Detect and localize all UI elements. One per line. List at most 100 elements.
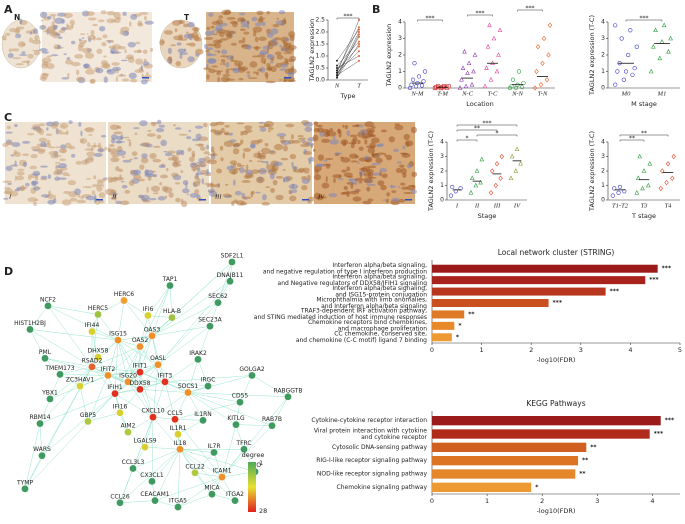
- panel-label: C: [4, 111, 12, 124]
- cell: [251, 16, 258, 22]
- image-label: III: [214, 193, 222, 200]
- cell: [34, 34, 39, 41]
- data-point: [510, 77, 516, 82]
- scale-bar: [199, 199, 206, 201]
- cell: [41, 25, 45, 30]
- cell: [227, 194, 232, 197]
- cell: [402, 172, 407, 178]
- network-edge: [174, 401, 241, 420]
- data-point: [661, 22, 667, 28]
- cell: [144, 20, 154, 25]
- cell: [37, 149, 45, 155]
- cell: [113, 11, 121, 19]
- cell: [272, 23, 280, 28]
- cell: [57, 44, 61, 49]
- y-axis-label: TAGLN2 expression (T-C): [427, 131, 435, 212]
- data-point: [435, 84, 441, 89]
- cell: [312, 148, 316, 152]
- bar-category-label: and ISG15-protein conjugation: [335, 291, 427, 298]
- cell: [276, 17, 279, 20]
- cell: [149, 197, 157, 201]
- cell: [144, 173, 155, 178]
- cell: [21, 153, 30, 157]
- cell: [340, 157, 351, 163]
- cell: [223, 140, 234, 147]
- network-node-label: YBX1: [41, 389, 58, 396]
- bar-annotation: **: [590, 444, 597, 451]
- cell: [401, 186, 409, 190]
- cell: [224, 9, 232, 15]
- cell: [129, 78, 138, 83]
- cell: [183, 33, 193, 39]
- cell: [20, 188, 24, 192]
- cell: [222, 62, 226, 66]
- cell: [236, 200, 246, 206]
- cell: [118, 125, 122, 130]
- network-edge: [117, 300, 125, 341]
- bar: [432, 416, 661, 426]
- data-point: [513, 85, 519, 91]
- image-label: IV: [317, 193, 325, 200]
- network-node-label: WARS: [33, 446, 51, 453]
- data-point: [487, 22, 492, 28]
- cell: [206, 144, 210, 150]
- cell: [187, 147, 192, 152]
- network-edge: [217, 281, 231, 303]
- cell: [119, 200, 130, 206]
- network-edge: [132, 449, 181, 469]
- cell: [84, 52, 95, 59]
- cell: [128, 72, 137, 79]
- bar-annotation: ***: [662, 265, 672, 272]
- cell: [301, 176, 308, 180]
- cell: [97, 142, 102, 150]
- cell: [135, 58, 144, 65]
- cell: [152, 158, 162, 163]
- x-axis-label: -log10(FDR): [537, 507, 576, 515]
- data-point: [664, 179, 669, 186]
- network-node: [151, 496, 159, 505]
- cell: [60, 144, 67, 150]
- cell: [320, 138, 331, 143]
- cell: [103, 76, 108, 83]
- cell: [333, 178, 336, 184]
- data-point: [488, 76, 494, 82]
- y-tick-label: 0: [398, 85, 402, 92]
- cell: [312, 134, 319, 142]
- cell: [33, 50, 41, 56]
- network-edge: [114, 346, 141, 394]
- cell: [117, 74, 127, 77]
- cell: [249, 61, 258, 68]
- cell: [206, 73, 210, 80]
- cell: [29, 37, 34, 43]
- significance-bracket: [476, 134, 518, 137]
- cell: [80, 196, 85, 199]
- cell: [194, 37, 202, 42]
- cell: [135, 41, 141, 45]
- bar-category-label: and STING mediated induction of host imm…: [254, 314, 427, 321]
- network-node-label: HERC5: [88, 305, 108, 312]
- cell: [5, 131, 13, 134]
- cell: [200, 169, 208, 175]
- network-node: [268, 421, 276, 430]
- cell: [371, 134, 376, 138]
- cell: [16, 175, 25, 181]
- cell: [30, 146, 41, 151]
- data-point: [494, 161, 500, 167]
- cell: [84, 148, 94, 151]
- network-edge: [211, 493, 236, 501]
- network-edge: [24, 423, 41, 489]
- network-edge: [144, 446, 181, 450]
- network-node-label: OASL: [150, 355, 167, 362]
- x-tick-label: III: [493, 202, 501, 209]
- data-point: [615, 69, 620, 74]
- network-edge: [187, 392, 241, 403]
- network-node: [136, 385, 144, 394]
- cell: [204, 30, 213, 37]
- cell: [111, 154, 120, 158]
- cell: [410, 184, 416, 188]
- cell: [280, 157, 289, 161]
- y-tick-label: 0.5: [315, 65, 325, 72]
- network-edge: [179, 449, 256, 472]
- cell: [400, 168, 407, 175]
- cell: [56, 129, 63, 133]
